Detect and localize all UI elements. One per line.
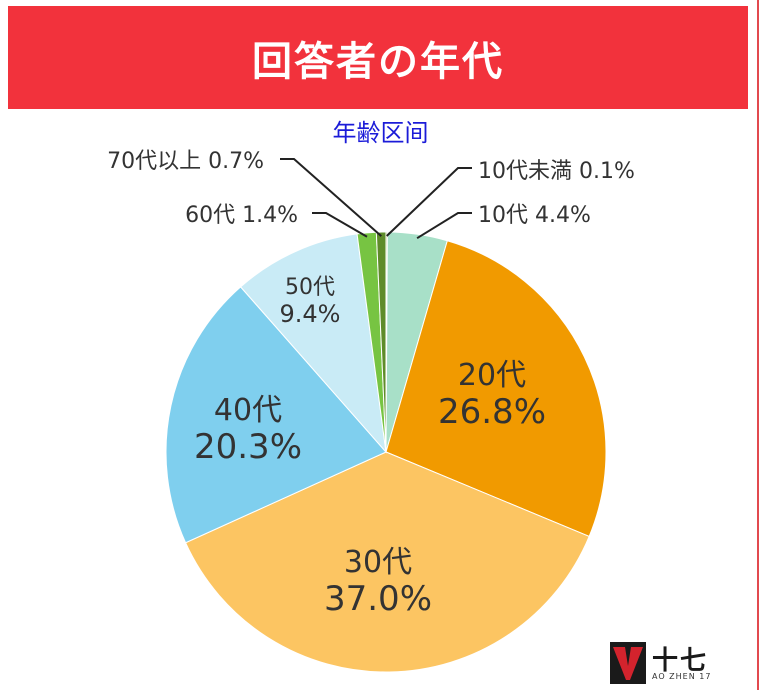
slice-value-1: 4.4% [528, 203, 591, 228]
leader-line-7 [280, 158, 382, 237]
pie-slice-5 [239, 233, 387, 454]
outside-label-0: 10代未満 0.1% [478, 159, 635, 184]
right-border-line [757, 0, 759, 690]
brand-logo: 十七 AO ZHEN 17 [610, 642, 722, 686]
slice-label-5: 50代 [285, 275, 335, 300]
slice-label-3: 30代 [344, 545, 412, 580]
chart-title: 年齢区间 [332, 119, 429, 147]
slice-label-7: 70代以上 [107, 149, 201, 174]
slice-value-7: 0.7% [201, 149, 264, 174]
pie-slice-3 [184, 451, 590, 673]
outside-label-7: 70代以上 0.7% [107, 149, 264, 174]
leader-line-0 [386, 167, 472, 237]
outside-label-6: 60代 1.4% [185, 203, 298, 228]
outside-label-1: 10代 4.4% [478, 203, 591, 228]
slice-label-2: 20代 [458, 358, 526, 393]
slice-label-6: 60代 [185, 203, 235, 228]
page-title: 回答者の年代 [252, 38, 504, 85]
logo-subtext: AO ZHEN 17 [652, 672, 712, 681]
leader-line-1 [416, 212, 472, 240]
leader-line-6 [312, 212, 368, 238]
slice-value-0: 0.1% [572, 159, 635, 184]
slice-value-3: 37.0% [324, 579, 432, 619]
pie-slice-4 [165, 286, 387, 544]
title-banner: 回答者の年代 [8, 6, 748, 109]
slice-label-4: 40代 [214, 393, 282, 428]
pie-slice-2 [385, 240, 607, 538]
logo-v-icon [610, 642, 646, 684]
slice-value-4: 20.3% [194, 427, 302, 467]
slice-label-1: 10代 [478, 203, 528, 228]
slice-value-5: 9.4% [280, 300, 341, 328]
slice-value-2: 26.8% [438, 392, 546, 432]
slice-value-6: 1.4% [235, 203, 298, 228]
logo-text: 十七 [652, 646, 709, 676]
slice-label-0: 10代未満 [478, 159, 572, 184]
